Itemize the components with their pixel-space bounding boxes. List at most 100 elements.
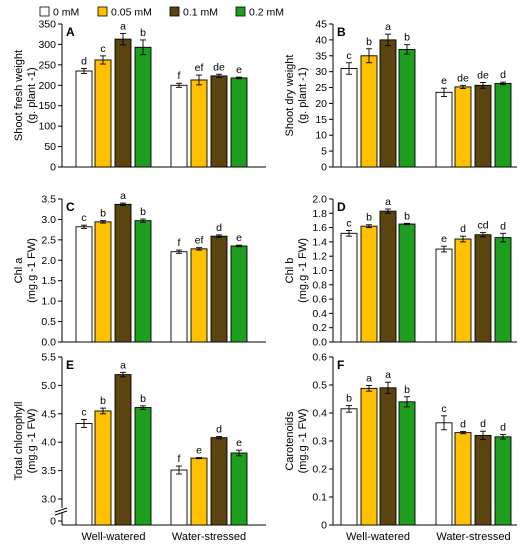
y-tick-label: 3.5 xyxy=(41,194,56,206)
significance-letter: b xyxy=(404,384,410,396)
bar-0-2-mm-well-watered xyxy=(134,220,152,343)
panel-letter: B xyxy=(337,25,346,39)
significance-letter: c xyxy=(81,406,86,418)
y-tick-label: 10 xyxy=(315,130,327,142)
bar-0-05-mm-well-watered xyxy=(94,59,112,168)
significance-letter: d xyxy=(480,418,486,430)
legend-item-02mm: 0.2 mM xyxy=(235,6,284,19)
bar-0-mm-well-watered xyxy=(340,408,358,526)
y-tick-label: 1.0 xyxy=(312,265,327,277)
legend-item-0mm: 0 mM xyxy=(39,7,79,19)
bar-0-1-mm-water-stressed xyxy=(474,434,492,526)
bar-0-05-mm-water-stressed xyxy=(454,238,472,343)
y-tick-label: 0 xyxy=(321,520,327,532)
y-tick-label: 1.0 xyxy=(41,296,56,308)
y-tick-label: 0.8 xyxy=(312,279,327,291)
bar-0-mm-well-watered xyxy=(75,70,93,168)
y-tick-label: 3.5 xyxy=(41,465,56,477)
bar-0-05-mm-well-watered xyxy=(94,410,112,526)
bar-0-2-mm-well-watered xyxy=(398,48,416,168)
legend-label-02mm: 0.2 mM xyxy=(249,7,284,19)
significance-letter: d xyxy=(216,222,222,234)
significance-letter: e xyxy=(236,232,242,244)
y-tick-label: 5.0 xyxy=(41,380,56,392)
bar-0-2-mm-well-watered xyxy=(398,223,416,343)
y-tick-label: 0 xyxy=(321,162,327,174)
significance-letter: a xyxy=(385,21,391,33)
significance-letter: f xyxy=(178,453,181,465)
bar-0-mm-water-stressed xyxy=(435,422,453,526)
y-axis-title: Shoot dry weight xyxy=(284,55,296,137)
significance-letter: d xyxy=(81,56,87,68)
significance-letter: d xyxy=(500,422,506,434)
bar-0-1-mm-water-stressed xyxy=(474,234,492,343)
bar-0-05-mm-well-watered xyxy=(360,55,378,168)
legend-swatch-02mm xyxy=(235,6,246,17)
bar-0-1-mm-well-watered xyxy=(114,203,132,343)
bar-0-1-mm-water-stressed xyxy=(474,84,492,168)
significance-letter: d xyxy=(460,223,466,235)
y-tick-label: 0.6 xyxy=(312,294,327,306)
significance-letter: b xyxy=(140,393,146,405)
y-axis-title: Shoot fresh weight xyxy=(13,50,25,141)
bar-0-2-mm-water-stressed xyxy=(494,237,512,343)
bar-0-1-mm-well-watered xyxy=(114,374,132,526)
bar-0-mm-water-stressed xyxy=(170,469,188,526)
y-tick-label: 0 xyxy=(50,516,56,528)
y-tick-label: 50 xyxy=(44,141,56,153)
significance-letter: d xyxy=(216,424,222,436)
bar-0-mm-water-stressed xyxy=(435,91,453,168)
y-tick-label: 4.0 xyxy=(41,437,56,449)
bar-0-mm-well-watered xyxy=(340,232,358,343)
y-tick-label: 2.0 xyxy=(41,255,56,267)
bar-0-1-mm-water-stressed xyxy=(210,75,228,168)
legend-item-005mm: 0.05 mM xyxy=(97,7,152,19)
significance-letter: c xyxy=(346,217,351,229)
axis-break-mark xyxy=(54,507,68,513)
x-category-label: Water-stressed xyxy=(172,531,246,543)
y-tick-label: 1.2 xyxy=(312,251,327,263)
significance-letter: c xyxy=(441,403,446,415)
significance-letter: c xyxy=(100,43,105,55)
significance-letter: b xyxy=(100,395,106,407)
y-tick-label: 0.5 xyxy=(41,316,56,328)
bar-0-2-mm-well-watered xyxy=(134,407,152,526)
y-axis-title: Carotenoids xyxy=(284,411,296,471)
y-tick-label: 40 xyxy=(315,34,327,46)
bar-0-2-mm-water-stressed xyxy=(230,245,248,343)
significance-letter: b xyxy=(346,392,352,404)
significance-letter: d xyxy=(460,418,466,430)
y-tick-label: 3.0 xyxy=(41,214,56,226)
bar-0-05-mm-well-watered xyxy=(360,387,378,526)
panel-d: 0.0 0.2 0.4 0.6 0.8 1.0 1.2 1.4 1.6 1.8 2.0 D Chl b(… xyxy=(284,194,517,349)
significance-letter: e xyxy=(441,233,447,245)
bar-0-1-mm-well-watered xyxy=(379,210,397,343)
panel-e: 0 3.0 3.5 4.0 4.5 5.0 5.5 E Total chlorophyll (mg… xyxy=(13,352,266,543)
y-axis-title: Total chlorophyll xyxy=(13,402,25,481)
significance-letter: e xyxy=(441,75,447,87)
y-tick-label: 300 xyxy=(38,39,56,51)
y-tick-label: 350 xyxy=(38,19,56,31)
significance-letter: ef xyxy=(195,62,204,74)
y-axis-unit: (mg.g -1 FW) xyxy=(297,409,309,474)
legend-label-0mm: 0 mM xyxy=(53,7,79,19)
significance-letter: e xyxy=(236,437,242,449)
x-category-label: Well-watered xyxy=(346,531,410,543)
significance-letter: a xyxy=(366,373,372,385)
y-tick-label: 200 xyxy=(38,80,56,92)
y-axis-unit: (mg.g -1 FW) xyxy=(26,409,38,474)
y-tick-label: 150 xyxy=(38,100,56,112)
significance-letter: b xyxy=(366,212,372,224)
y-axis-unit: (g. plant -1) xyxy=(297,67,309,123)
bar-0-2-mm-well-watered xyxy=(134,46,152,168)
panel-letter: D xyxy=(337,200,346,214)
panel-letter: F xyxy=(337,358,344,372)
y-tick-label: 35 xyxy=(315,50,327,62)
y-tick-label: 20 xyxy=(315,98,327,110)
significance-letter: a xyxy=(120,20,126,32)
significance-letter: a xyxy=(120,190,126,202)
significance-letter: de xyxy=(477,69,489,81)
significance-letter: a xyxy=(120,359,126,371)
y-tick-label: 0.6 xyxy=(312,352,327,364)
bar-0-mm-water-stressed xyxy=(435,248,453,343)
